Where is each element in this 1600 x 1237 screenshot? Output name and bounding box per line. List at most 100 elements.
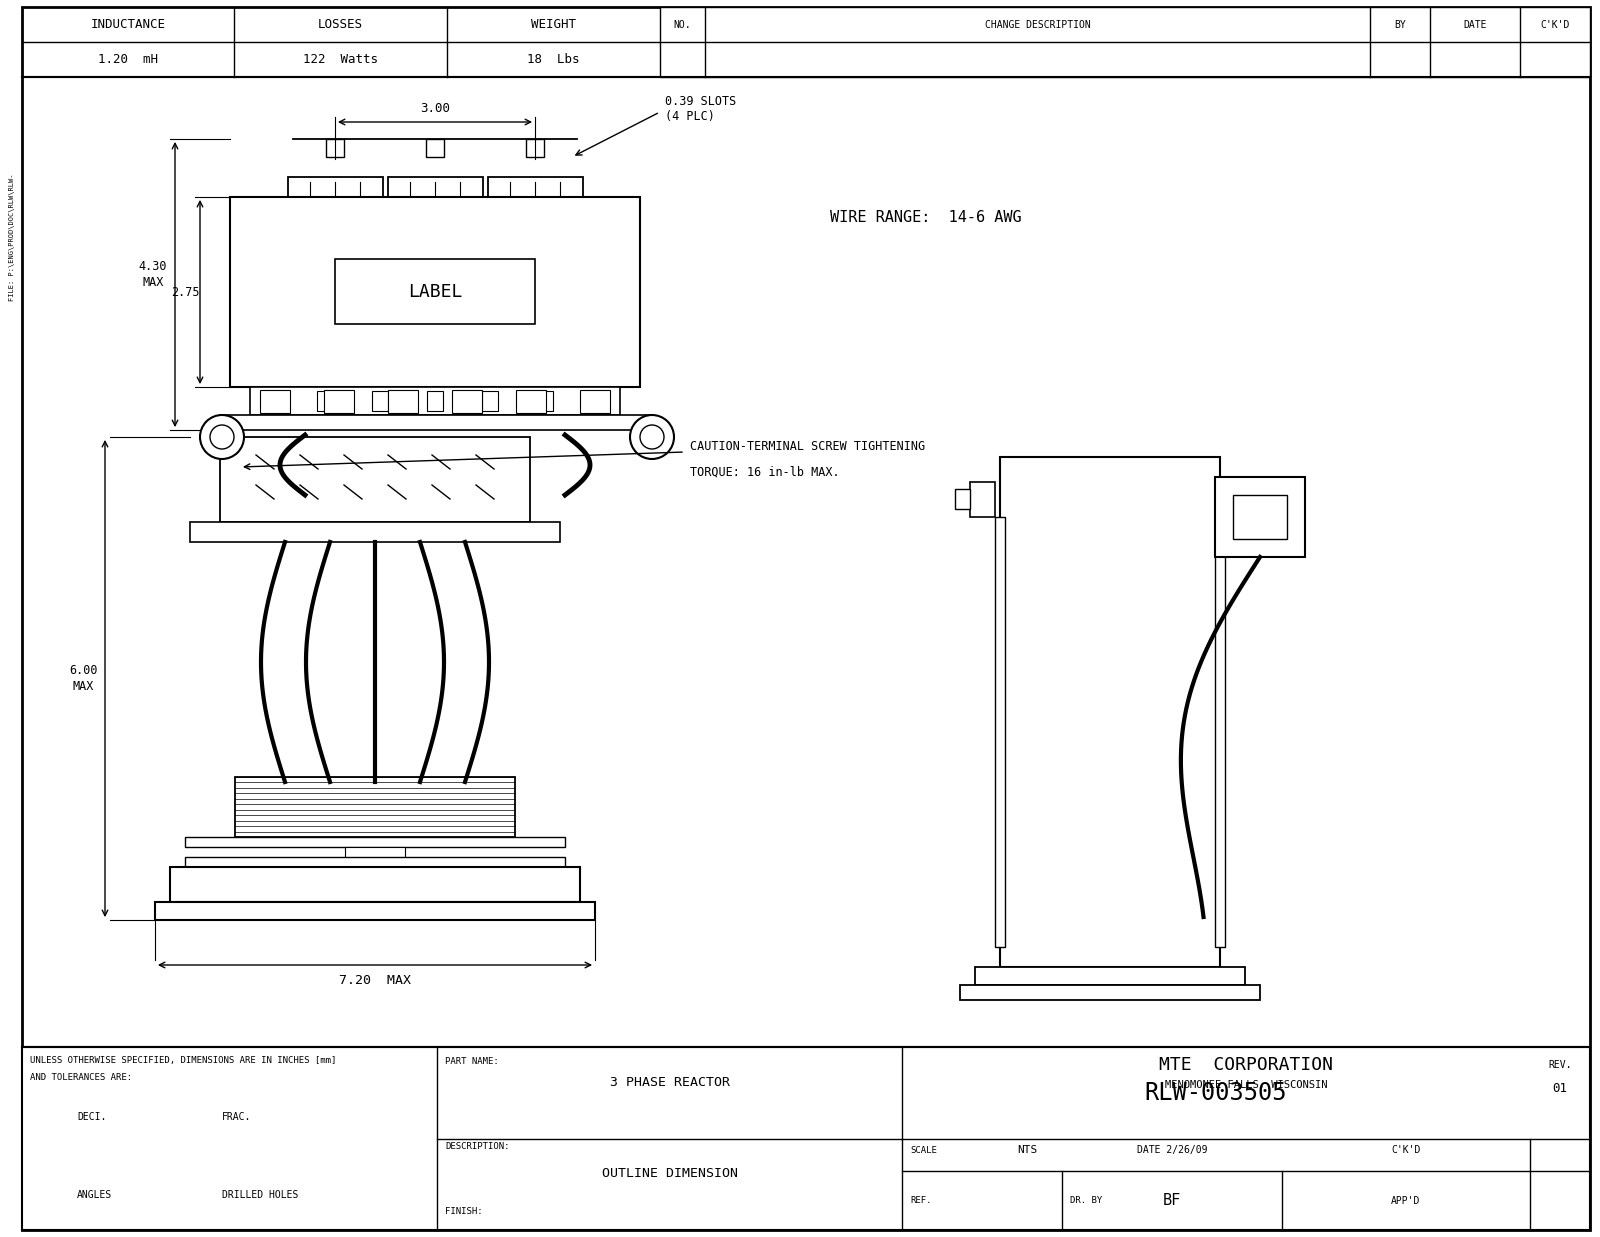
Bar [250, 387, 621, 414]
Text: FINISH:: FINISH: [445, 1207, 483, 1216]
Ellipse shape [470, 482, 499, 502]
Bar [538, 391, 554, 411]
Text: 2.75: 2.75 [171, 286, 200, 298]
Text: DRILLED HOLES: DRILLED HOLES [222, 1190, 298, 1200]
Bar [974, 967, 1245, 985]
Text: CHANGE DESCRIPTION: CHANGE DESCRIPTION [984, 20, 1090, 30]
Text: 6.00
MAX: 6.00 MAX [69, 664, 98, 693]
Bar [1000, 456, 1221, 967]
Bar [346, 847, 405, 867]
Circle shape [640, 426, 664, 449]
Circle shape [1019, 931, 1030, 943]
Text: LOSSES: LOSSES [318, 19, 363, 31]
Bar [482, 391, 498, 411]
Circle shape [515, 876, 534, 894]
Bar [317, 391, 333, 411]
Bar [970, 482, 995, 517]
Text: TORQUE: 16 in-lb MAX.: TORQUE: 16 in-lb MAX. [690, 465, 840, 479]
Ellipse shape [251, 452, 278, 473]
Bar [170, 867, 579, 902]
Bar [334, 259, 534, 324]
Bar [427, 391, 443, 411]
Circle shape [206, 867, 243, 903]
Bar [1214, 477, 1306, 557]
Text: WEIGHT: WEIGHT [531, 19, 576, 31]
Text: CAUTION-TERMINAL SCREW TIGHTENING: CAUTION-TERMINAL SCREW TIGHTENING [690, 440, 925, 454]
Bar [661, 7, 1590, 77]
Ellipse shape [506, 473, 525, 489]
Circle shape [630, 414, 674, 459]
Circle shape [366, 876, 384, 894]
Text: APP'D: APP'D [1392, 1196, 1421, 1206]
Bar [230, 197, 640, 387]
Bar [515, 390, 546, 413]
Bar [579, 390, 610, 413]
Text: BF: BF [1163, 1194, 1181, 1209]
Text: 122  Watts: 122 Watts [302, 53, 378, 66]
Bar [186, 837, 565, 847]
Bar [1234, 495, 1286, 539]
Bar [453, 390, 482, 413]
Ellipse shape [427, 452, 454, 473]
Bar [955, 489, 970, 508]
Circle shape [507, 867, 542, 903]
Bar [323, 390, 354, 413]
Circle shape [413, 474, 426, 486]
Ellipse shape [496, 465, 534, 495]
Text: FILE: P:\ENG\PROD\DOC\RLW\RLW-: FILE: P:\ENG\PROD\DOC\RLW\RLW- [10, 173, 14, 301]
Text: C'K'D: C'K'D [1541, 20, 1570, 30]
Bar [221, 437, 530, 522]
Bar [1214, 517, 1226, 948]
Text: DATE 2/26/09: DATE 2/26/09 [1136, 1145, 1208, 1155]
Text: LABEL: LABEL [408, 283, 462, 301]
Text: AND TOLERANCES ARE:: AND TOLERANCES ARE: [30, 1072, 133, 1081]
Bar [960, 985, 1261, 999]
Text: 3.00: 3.00 [419, 101, 450, 115]
Ellipse shape [470, 452, 499, 473]
Text: 1.20  mH: 1.20 mH [98, 53, 158, 66]
Text: INDUCTANCE: INDUCTANCE [91, 19, 165, 31]
Bar [995, 517, 1005, 948]
Text: PART NAME:: PART NAME: [445, 1056, 499, 1065]
Text: MENOMONEE FALLS, WISCONSIN: MENOMONEE FALLS, WISCONSIN [1165, 1080, 1328, 1090]
Circle shape [1013, 925, 1037, 949]
Bar [371, 391, 387, 411]
Text: DATE: DATE [1464, 20, 1486, 30]
Ellipse shape [294, 452, 323, 473]
Bar [526, 139, 544, 157]
Ellipse shape [294, 482, 323, 502]
Bar [288, 177, 382, 197]
Bar [186, 857, 565, 867]
Text: 7.20  MAX: 7.20 MAX [339, 975, 411, 987]
Text: 3 PHASE REACTOR: 3 PHASE REACTOR [610, 1075, 730, 1089]
Text: OUTLINE DIMENSION: OUTLINE DIMENSION [602, 1166, 738, 1180]
Text: RLW-003505: RLW-003505 [1144, 1081, 1288, 1105]
Ellipse shape [339, 452, 366, 473]
Text: SCALE: SCALE [910, 1145, 938, 1155]
Bar [387, 177, 483, 197]
Ellipse shape [251, 482, 278, 502]
Text: 4.30
MAX: 4.30 MAX [139, 261, 168, 288]
Text: 0.39 SLOTS
(4 PLC): 0.39 SLOTS (4 PLC) [666, 95, 736, 122]
Circle shape [370, 474, 381, 486]
Text: BY: BY [1394, 20, 1406, 30]
Bar [488, 177, 582, 197]
Text: FRAC.: FRAC. [222, 1112, 251, 1122]
Bar [155, 902, 595, 920]
Ellipse shape [216, 465, 254, 495]
Text: DR. BY: DR. BY [1070, 1196, 1102, 1205]
Bar [190, 522, 560, 542]
Circle shape [357, 867, 394, 903]
Text: WIRE RANGE:  14-6 AWG: WIRE RANGE: 14-6 AWG [830, 209, 1022, 224]
Text: MTE  CORPORATION: MTE CORPORATION [1158, 1056, 1333, 1074]
Bar [259, 390, 290, 413]
Bar [235, 777, 515, 837]
Text: C'K'D: C'K'D [1392, 1145, 1421, 1155]
Bar [262, 391, 278, 411]
Text: UNLESS OTHERWISE SPECIFIED, DIMENSIONS ARE IN INCHES [mm]: UNLESS OTHERWISE SPECIFIED, DIMENSIONS A… [30, 1056, 336, 1065]
Text: NO.: NO. [674, 20, 691, 30]
Ellipse shape [339, 482, 366, 502]
Text: REF.: REF. [910, 1196, 931, 1205]
Circle shape [210, 426, 234, 449]
Text: NTS: NTS [1018, 1145, 1037, 1155]
